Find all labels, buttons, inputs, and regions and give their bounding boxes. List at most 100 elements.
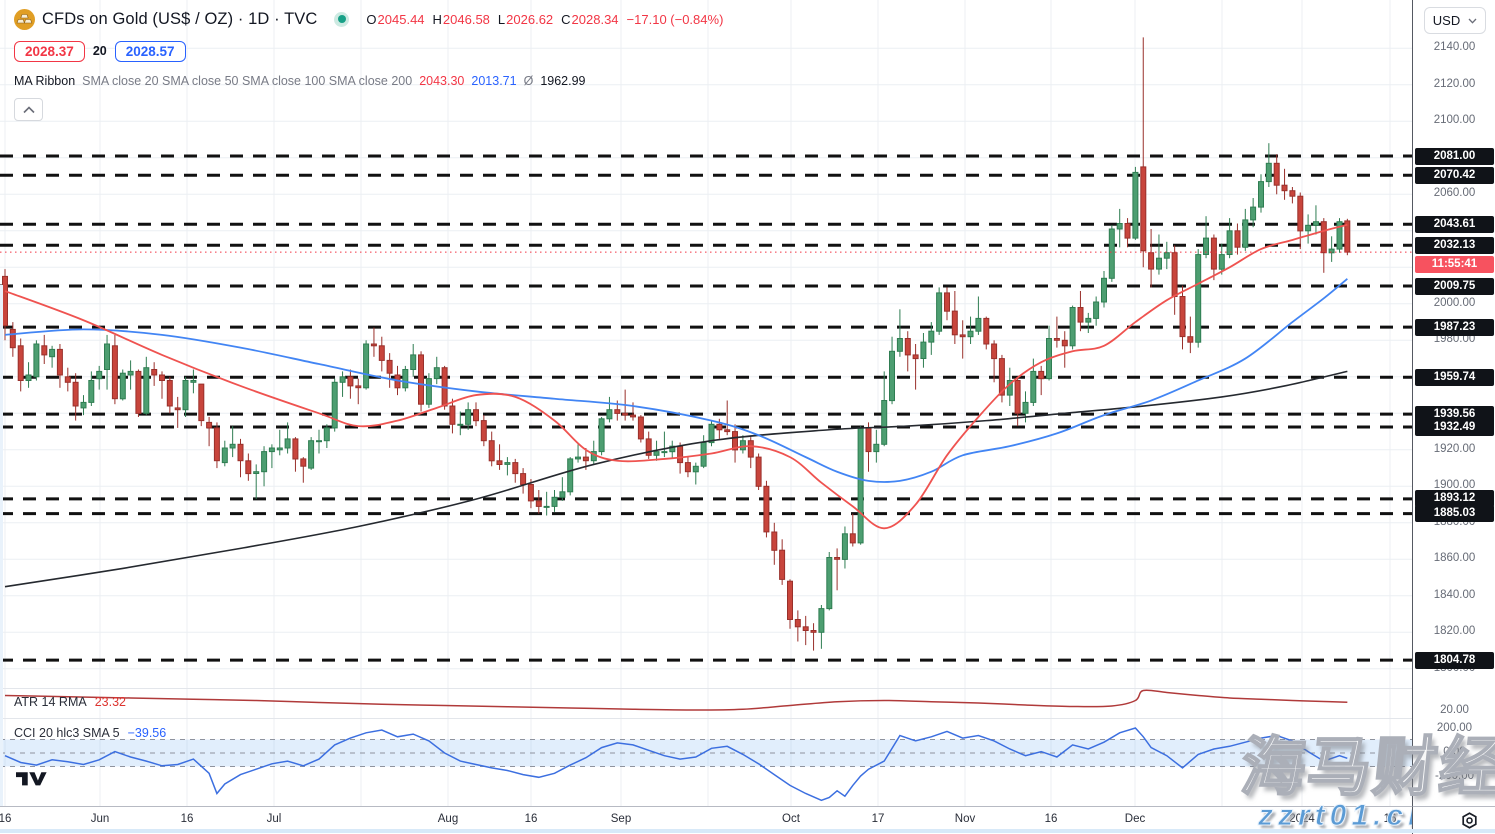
candle-body xyxy=(213,427,220,462)
level-price-badge[interactable]: 2032.13 xyxy=(1415,236,1494,254)
level-price-badge[interactable]: 1987.23 xyxy=(1415,318,1494,336)
ma-ribbon-legend[interactable]: MA Ribbon SMA close 20 SMA close 50 SMA … xyxy=(14,72,723,90)
cci-name: CCI 20 hlc3 SMA 5 xyxy=(14,726,120,740)
candle-body xyxy=(771,531,778,551)
candle-body xyxy=(347,376,354,387)
level-price-badge[interactable]: 2081.00 xyxy=(1415,147,1494,165)
ask-button[interactable]: 2028.57 xyxy=(114,40,186,62)
candle-body xyxy=(1234,230,1241,248)
candle-body xyxy=(724,429,731,433)
time-tick-label: Nov xyxy=(954,813,976,825)
chevron-down-icon xyxy=(1468,18,1477,24)
atr-legend[interactable]: ATR 14 RMA 23.32 xyxy=(14,695,126,709)
candle-body xyxy=(582,456,589,462)
price-scale[interactable]: USD 2140.002120.002100.002060.002020.002… xyxy=(1412,0,1495,806)
candle-body xyxy=(1140,166,1147,252)
level-price-badge[interactable]: 1939.56 xyxy=(1415,405,1494,423)
candle-body xyxy=(316,440,322,443)
candle-body xyxy=(763,485,770,533)
candle-body xyxy=(25,374,32,381)
chevron-up-icon xyxy=(22,105,35,113)
candle-body xyxy=(1124,223,1131,239)
level-price-badge[interactable]: 1804.78 xyxy=(1415,651,1494,669)
candle-body xyxy=(708,423,715,444)
sma200-line xyxy=(4,370,1348,588)
collapse-legend-button[interactable] xyxy=(14,98,43,121)
time-tick-label: 2024 xyxy=(1289,813,1315,825)
candle-body xyxy=(1061,339,1068,347)
time-tick-label: 17 xyxy=(871,813,885,825)
candle-body xyxy=(418,354,424,405)
level-price-badge[interactable]: 2043.61 xyxy=(1415,215,1494,233)
bid-button[interactable]: 2028.37 xyxy=(14,40,85,62)
indicator-tick-label: 20.00 xyxy=(1440,703,1469,716)
atr-line xyxy=(4,689,1348,711)
level-price-badge[interactable]: 1959.74 xyxy=(1415,368,1494,386)
level-price-badge[interactable]: 2009.75 xyxy=(1415,277,1494,295)
indicator-name[interactable]: MA Ribbon xyxy=(14,74,76,88)
chart-legend: CFDs on Gold (US$ / OZ) · 1D · TVC O 2045… xyxy=(14,0,723,121)
time-tick-label: Jul xyxy=(266,813,282,825)
candle-body xyxy=(630,414,636,418)
candle-body xyxy=(1171,252,1178,297)
candle-body xyxy=(1077,307,1084,323)
candle-body xyxy=(1203,237,1209,256)
market-status-icon[interactable] xyxy=(334,11,350,27)
candle-body xyxy=(983,317,990,345)
candle-body xyxy=(716,423,723,431)
candle-body xyxy=(512,462,519,475)
candle-body xyxy=(17,345,24,381)
candle-body xyxy=(826,557,833,610)
candle-body xyxy=(1265,162,1272,183)
candle-body xyxy=(1093,301,1100,319)
candle-body xyxy=(606,409,613,420)
sma20-value: 2043.30 xyxy=(419,74,465,88)
candle-body xyxy=(221,447,228,464)
level-price-badge[interactable]: 1893.12 xyxy=(1415,490,1494,508)
candle-body xyxy=(1305,224,1312,232)
symbol-title[interactable]: CFDs on Gold (US$ / OZ) · 1D · TVC xyxy=(42,9,318,28)
indicator-tick-label: 200.00 xyxy=(1436,722,1473,735)
candle-body xyxy=(1344,220,1351,253)
pane-separator[interactable] xyxy=(0,718,1495,719)
price-tick-label: 1920.00 xyxy=(1433,442,1476,455)
candle-body xyxy=(1281,184,1288,192)
candle-body xyxy=(732,431,738,451)
pane-separator[interactable] xyxy=(0,688,1495,689)
left-edge-strip xyxy=(0,285,3,829)
candle-body xyxy=(104,343,110,370)
candle-body xyxy=(841,533,848,560)
tradingview-logo[interactable] xyxy=(16,770,47,788)
candle-body xyxy=(818,608,825,633)
symbol-row[interactable]: CFDs on Gold (US$ / OZ) · 1D · TVC O 2045… xyxy=(14,7,723,31)
currency-selector[interactable]: USD xyxy=(1424,7,1486,34)
candle-body xyxy=(1022,401,1029,414)
candle-body xyxy=(33,343,40,378)
candle-body xyxy=(794,619,801,628)
price-chart[interactable] xyxy=(0,0,1412,806)
candle-body xyxy=(535,500,542,507)
candle-body xyxy=(692,465,699,473)
candle-body xyxy=(268,447,275,453)
bid-ask-row: 2028.37 20 2028.57 xyxy=(14,38,723,64)
candle-body xyxy=(363,343,370,389)
candle-body xyxy=(323,427,330,442)
cci-band xyxy=(0,739,1412,767)
candle-body xyxy=(661,451,668,454)
level-price-badge[interactable]: 1932.49 xyxy=(1415,418,1494,436)
cci-legend[interactable]: CCI 20 hlc3 SMA 5 −39.56 xyxy=(14,726,166,740)
candle-body xyxy=(245,460,252,475)
candle-body xyxy=(975,317,982,332)
price-tick-label: 2060.00 xyxy=(1433,187,1476,200)
candle-body xyxy=(504,462,511,465)
atr-value: 23.32 xyxy=(94,695,126,709)
candle-body xyxy=(684,462,691,473)
spread-value: 20 xyxy=(92,44,107,58)
level-price-badge[interactable]: 1885.03 xyxy=(1415,505,1494,523)
gear-icon[interactable] xyxy=(1461,812,1478,829)
candle-body xyxy=(378,345,385,361)
price-tick-label: 1820.00 xyxy=(1433,625,1476,638)
candle-body xyxy=(912,354,919,360)
level-price-badge[interactable]: 2070.42 xyxy=(1415,166,1494,184)
sma100-hidden-icon: Ø xyxy=(523,74,534,88)
